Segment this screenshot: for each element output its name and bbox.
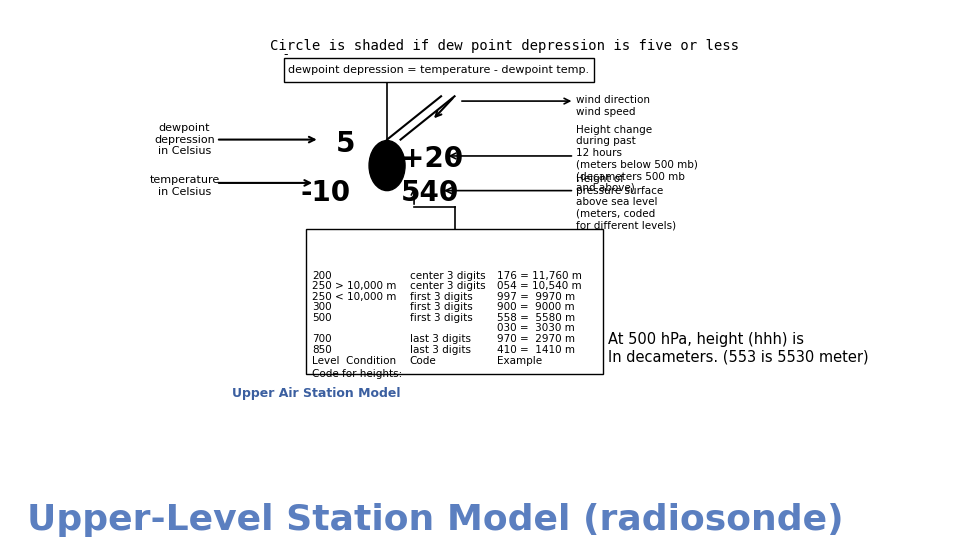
- Text: 054 = 10,540 m: 054 = 10,540 m: [497, 281, 582, 291]
- Text: 970 =  2970 m: 970 = 2970 m: [497, 334, 575, 344]
- Text: 176 = 11,760 m: 176 = 11,760 m: [497, 271, 582, 280]
- Text: Height of
pressure surface
above sea level
(meters, coded
for different levels): Height of pressure surface above sea lev…: [576, 174, 676, 231]
- Text: center 3 digits: center 3 digits: [410, 271, 485, 280]
- Bar: [283, 58, 594, 82]
- Text: Code: Code: [410, 356, 436, 366]
- Text: At 500 hPa, height (hhh) is
In decameters. (553 is 5530 meter): At 500 hPa, height (hhh) is In decameter…: [608, 332, 868, 365]
- Text: first 3 digits: first 3 digits: [410, 302, 472, 312]
- Text: last 3 digits: last 3 digits: [410, 345, 470, 355]
- Text: +20: +20: [400, 145, 463, 173]
- Text: dewpoint depression = temperature - dewpoint temp.: dewpoint depression = temperature - dewp…: [288, 65, 588, 75]
- Text: Upper-Level Station Model (radiosonde): Upper-Level Station Model (radiosonde): [27, 503, 844, 537]
- Text: center 3 digits: center 3 digits: [410, 281, 485, 291]
- Bar: [306, 229, 603, 374]
- Text: Level  Condition: Level Condition: [312, 356, 396, 366]
- Text: 410 =  1410 m: 410 = 1410 m: [497, 345, 575, 355]
- Text: -: -: [283, 48, 288, 61]
- Text: 250 > 10,000 m: 250 > 10,000 m: [312, 281, 396, 291]
- Text: last 3 digits: last 3 digits: [410, 334, 470, 344]
- Text: 558 =  5580 m: 558 = 5580 m: [497, 313, 575, 323]
- Text: 250 < 10,000 m: 250 < 10,000 m: [312, 292, 396, 302]
- Text: 500: 500: [312, 313, 332, 323]
- Text: 900 =  9000 m: 900 = 9000 m: [497, 302, 574, 312]
- Text: Example: Example: [497, 356, 542, 366]
- Text: wind direction
wind speed: wind direction wind speed: [576, 95, 650, 117]
- Text: first 3 digits: first 3 digits: [410, 313, 472, 323]
- Text: -10: -10: [300, 179, 351, 206]
- Text: 700: 700: [312, 334, 332, 344]
- Text: 850: 850: [312, 345, 332, 355]
- Text: 5: 5: [336, 130, 355, 158]
- Text: 030 =  3030 m: 030 = 3030 m: [497, 323, 575, 334]
- Text: 997 =  9970 m: 997 = 9970 m: [497, 292, 575, 302]
- Text: Circle is shaded if dew point depression is five or less: Circle is shaded if dew point depression…: [270, 38, 739, 52]
- Text: first 3 digits: first 3 digits: [410, 292, 472, 302]
- Ellipse shape: [369, 140, 405, 191]
- Text: Code for heights:: Code for heights:: [312, 369, 402, 379]
- Text: dewpoint
depression
in Celsius: dewpoint depression in Celsius: [155, 123, 215, 156]
- Text: 200: 200: [312, 271, 332, 280]
- Text: temperature
in Celsius: temperature in Celsius: [150, 175, 220, 197]
- Text: 300: 300: [312, 302, 332, 312]
- Text: 540: 540: [400, 179, 459, 206]
- Text: Upper Air Station Model: Upper Air Station Model: [232, 387, 400, 400]
- Text: Height change
during past
12 hours
(meters below 500 mb)
(decameters 500 mb
and : Height change during past 12 hours (mete…: [576, 125, 698, 193]
